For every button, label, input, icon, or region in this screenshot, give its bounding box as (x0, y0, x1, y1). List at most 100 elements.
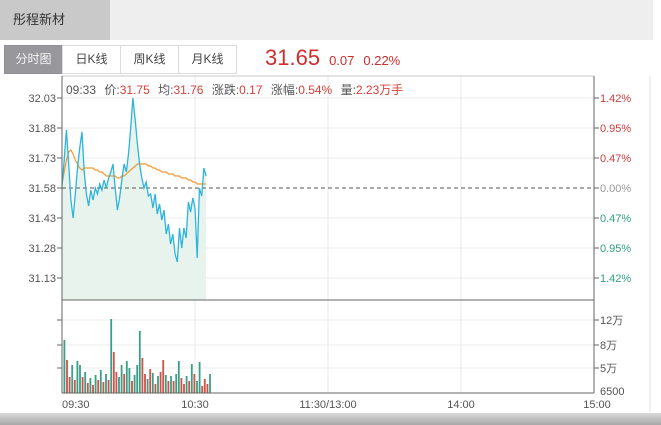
volume-bar (144, 374, 146, 393)
volume-bar (110, 319, 113, 393)
volume-bar (63, 340, 66, 393)
price-change: 0.07 (329, 53, 355, 68)
info-pct-value: 0.54% (298, 83, 333, 97)
volume-bar (138, 331, 141, 393)
volume-bar (146, 379, 149, 393)
volume-bar (141, 358, 144, 393)
tab-intraday[interactable]: 分时图 (4, 45, 63, 74)
chart-type-tabs: 分时图 日K线 周K线 月K线 (4, 45, 237, 74)
info-volume-label: 量: (340, 83, 356, 97)
info-price-value: 31.75 (119, 83, 150, 97)
volume-bar (167, 381, 170, 393)
info-volume-value: 2.23万手 (355, 83, 404, 97)
volume-bar (154, 384, 157, 393)
volume-axis-label: 5万 (600, 363, 617, 375)
price-area-fill (62, 98, 207, 300)
volume-bar (201, 386, 204, 393)
time-axis-label: 10:30 (181, 399, 209, 411)
time-axis-label: 11:30/13:00 (299, 399, 356, 411)
price-axis-label: 32.03 (28, 93, 56, 105)
volume-bar (190, 364, 193, 393)
percent-axis-label: 0.47% (600, 213, 631, 225)
price-axis-label: 31.58 (28, 183, 56, 195)
avg-price-line (61, 149, 207, 185)
tab-daily-kline[interactable]: 日K线 (62, 45, 121, 74)
volume-bar (172, 381, 175, 393)
volume-bar (99, 370, 102, 393)
volume-bar (209, 374, 211, 393)
stock-name: 彤程新材 (13, 12, 66, 27)
last-price: 31.65 (265, 45, 321, 70)
volume-bar (125, 361, 128, 393)
price-line (61, 97, 207, 263)
info-volume-pair: 量:2.23万手 (341, 83, 404, 97)
volume-bar (157, 376, 159, 393)
volume-bar (81, 377, 84, 393)
volume-bar (149, 369, 152, 393)
quote-panel: 31.65 0.07 0.22% (265, 45, 400, 74)
tab-weekly-kline[interactable]: 周K线 (120, 45, 179, 74)
window-bottom-bar (0, 413, 661, 425)
info-price-label: 价: (104, 83, 120, 97)
volume-axis-label: 8万 (600, 340, 617, 352)
volume-bar (188, 381, 191, 393)
tab-monthly-kline[interactable]: 月K线 (178, 45, 237, 74)
volume-bar (170, 376, 172, 393)
volume-bar (107, 380, 110, 393)
volume-bar (128, 368, 131, 393)
volume-bar (89, 378, 92, 393)
volume-bar (92, 385, 94, 393)
info-pct-label: 涨幅: (270, 83, 299, 97)
time-axis-label: 14:00 (447, 399, 475, 411)
percent-axis-label: 1.42% (600, 93, 631, 105)
info-pct-pair: 涨幅:0.54% (271, 83, 332, 97)
stock-name-tab[interactable]: 彤程新材 (0, 0, 110, 40)
volume-bar (123, 374, 126, 393)
info-avg-value: 31.76 (173, 83, 204, 97)
volume-bar (183, 384, 185, 393)
volume-bar (120, 365, 123, 393)
info-change-value: 0.17 (239, 83, 263, 97)
volume-bar (71, 365, 74, 393)
volume-bar (175, 374, 178, 393)
volume-bar (73, 380, 76, 393)
time-axis-label: 09:30 (62, 399, 90, 411)
volume-axis-label: 12万 (600, 315, 623, 327)
volume-bar (97, 380, 100, 393)
volume-bar (102, 382, 105, 393)
volume-bar (151, 373, 154, 393)
volume-bar (115, 372, 118, 393)
volume-bar (136, 365, 139, 393)
volume-bar (76, 361, 79, 393)
volume-bar (133, 375, 136, 393)
volume-bar (84, 372, 87, 393)
price-axis-label: 31.43 (28, 213, 56, 225)
volume-axis-label: 6500 (600, 386, 624, 398)
percent-axis-label: 1.42% (600, 273, 631, 285)
volume-bar (94, 375, 97, 393)
volume-bar (66, 360, 68, 393)
volume-bar (162, 360, 165, 393)
percent-axis-label: 0.47% (600, 153, 631, 165)
info-change-label: 涨跌: (211, 83, 240, 97)
percent-axis-label: 0.95% (600, 243, 631, 255)
volume-bar (198, 362, 201, 393)
volume-bar (86, 383, 89, 393)
volume-bar (196, 381, 198, 393)
volume-bar (79, 365, 81, 393)
volume-bar (164, 375, 167, 393)
info-change-pair: 涨跌:0.17 (212, 83, 263, 97)
info-avg-pair: 均:31.76 (158, 83, 203, 97)
volume-bar (68, 377, 71, 393)
time-axis-label: 15:00 (583, 399, 611, 411)
percent-axis-label: 0.00% (600, 183, 631, 195)
percent-axis-label: 0.95% (600, 123, 631, 135)
volume-bar (112, 352, 115, 393)
volume-bar (118, 377, 120, 393)
volume-bar (159, 372, 162, 393)
price-axis-label: 31.73 (28, 153, 56, 165)
info-avg-label: 均: (158, 83, 174, 97)
volume-bar (185, 376, 188, 393)
info-time: 09:33 (66, 83, 97, 97)
